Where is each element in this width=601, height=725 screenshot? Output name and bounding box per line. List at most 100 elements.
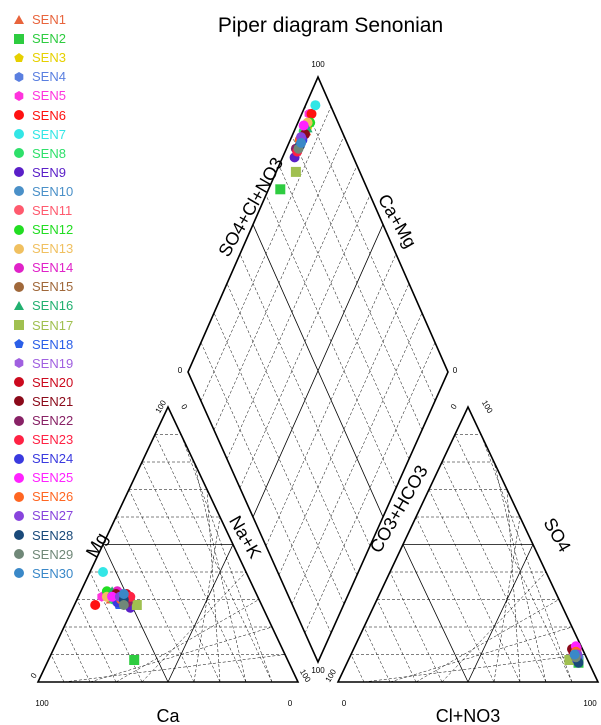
series-sen17: [131, 166, 575, 665]
tick-label: 100: [480, 399, 495, 416]
legend-item-sen8: SEN8: [12, 144, 73, 163]
legend-marker-circle-icon: [12, 108, 26, 122]
legend-label: SEN23: [32, 432, 74, 448]
tick-label: 100: [35, 699, 49, 708]
legend-marker-circle-icon: [12, 184, 26, 198]
tick-label: 0: [449, 402, 459, 411]
series-sen10: [116, 132, 584, 663]
grid-line: [115, 516, 195, 683]
grid-line: [102, 544, 169, 683]
legend-item-sen6: SEN6: [12, 105, 73, 124]
legend-item-sen4: SEN4: [12, 67, 73, 86]
legend-item-sen17: SEN17: [12, 316, 73, 335]
legend-item-sen9: SEN9: [12, 163, 73, 182]
legend-item-sen27: SEN27: [12, 506, 73, 525]
legend-label: SEN15: [32, 279, 74, 295]
legend-label: SEN19: [32, 355, 74, 371]
grid-line: [226, 283, 358, 576]
legend-label: SEN3: [32, 50, 66, 66]
series-sen22: [122, 143, 581, 657]
legend-item-sen26: SEN26: [12, 487, 73, 506]
tick-label: 0: [453, 366, 458, 375]
legend-item-sen7: SEN7: [12, 125, 73, 144]
diagram-frame: [36, 75, 600, 683]
legend-marker-circle-icon: [12, 223, 26, 237]
grid-line: [265, 253, 397, 547]
grid-line: [278, 283, 410, 576]
grid-line: [193, 516, 221, 683]
legend-label: SEN20: [32, 374, 74, 390]
legend-marker-circle-icon: [12, 280, 26, 294]
data-point: [275, 184, 286, 195]
data-point: [306, 108, 317, 119]
legend-marker-circle-icon: [12, 433, 26, 447]
grid-line: [506, 489, 521, 683]
legend-marker-circle-icon: [12, 528, 26, 542]
grid-line: [76, 599, 117, 683]
grid-line: [167, 544, 234, 683]
series-sen26: [116, 135, 581, 657]
legend-item-sen24: SEN24: [12, 449, 73, 468]
triangle-outline: [336, 405, 600, 683]
grid-line: [206, 489, 221, 683]
grid-line: [213, 312, 345, 605]
grid-line: [480, 434, 573, 683]
legend-item-sen16: SEN16: [12, 296, 73, 315]
series-sen11: [114, 135, 581, 657]
legend-marker-circle-icon: [12, 566, 26, 580]
legend-label: SEN9: [32, 164, 66, 180]
grid-line: [304, 106, 436, 402]
data-point: [569, 649, 580, 660]
data-point: [296, 137, 307, 148]
legend-label: SEN13: [32, 241, 74, 257]
axis-title-anion-bottom: Cl+NO3: [436, 706, 501, 725]
legend-marker-triangle-icon: [12, 299, 26, 313]
grid-line: [363, 626, 391, 683]
legend-marker-circle-icon: [12, 471, 26, 485]
legend-label: SEN6: [32, 107, 66, 123]
legend-marker-circle-icon: [12, 394, 26, 408]
series-sen1: [105, 126, 583, 664]
data-point: [118, 600, 129, 610]
series-sen21: [111, 129, 577, 654]
series-sen7: [98, 100, 581, 657]
series-sen27: [114, 132, 583, 660]
legend-marker-circle-icon: [12, 509, 26, 523]
series-sen18: [113, 137, 581, 662]
grid-line: [454, 434, 573, 683]
legend-item-sen25: SEN25: [12, 468, 73, 487]
legend-marker-square-icon: [12, 32, 26, 46]
legend-label: SEN18: [32, 336, 74, 352]
data-point: [118, 589, 129, 599]
tick-label: 0: [178, 366, 183, 375]
tick-label: 0: [179, 403, 189, 412]
series-sen30: [118, 137, 580, 660]
series-sen6: [90, 108, 583, 660]
grid-line: [376, 599, 417, 683]
legend-item-sen12: SEN12: [12, 220, 73, 239]
legend-label: SEN14: [32, 260, 74, 276]
grid-line: [291, 135, 423, 431]
legend-item-sen18: SEN18: [12, 335, 73, 354]
grid-line: [141, 461, 247, 683]
legend-marker-pentagon-icon: [12, 51, 26, 65]
grid-line: [350, 654, 365, 683]
legend-marker-hexagon-icon: [12, 89, 26, 103]
grid-line: [493, 516, 521, 683]
legend-label: SEN29: [32, 546, 74, 562]
series-sen12: [101, 117, 581, 663]
data-point: [290, 166, 301, 177]
data-point: [98, 567, 108, 577]
legend: SEN1 SEN2 SEN3 SEN4 SEN5 SEN6 SEN7 SEN8 SEN9 SEN1…: [12, 10, 73, 583]
legend-marker-circle-icon: [12, 127, 26, 141]
legend-label: SEN5: [32, 88, 66, 104]
legend-item-sen22: SEN22: [12, 411, 73, 430]
tick-label: 100: [311, 60, 325, 69]
grid-line: [493, 461, 547, 683]
axis-title-diamond-left: SO4+Cl+NO3: [214, 154, 287, 260]
legend-item-sen13: SEN13: [12, 239, 73, 258]
diamond-outline: [187, 75, 449, 664]
legend-marker-circle-icon: [12, 165, 26, 179]
grid-lines: [50, 106, 586, 683]
